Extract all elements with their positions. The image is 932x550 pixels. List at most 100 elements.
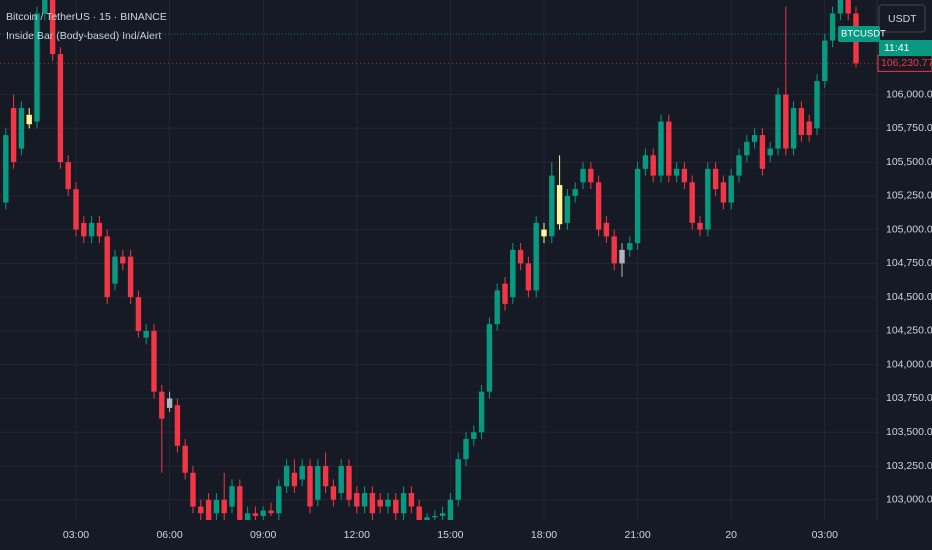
candle-body (502, 283, 508, 304)
candle-body (400, 492, 407, 514)
candle-body (393, 499, 399, 514)
candle-body (369, 492, 376, 514)
candle-body (432, 515, 438, 518)
candle-body (775, 94, 781, 149)
y-tick-label: 103,500.00 (886, 426, 932, 438)
chart-title: Bitcoin / TetherUS · 15 · BINANCE (6, 11, 167, 23)
candle-body (697, 222, 703, 230)
candle-body (650, 155, 656, 176)
candle-body (822, 40, 828, 82)
candle-body (268, 510, 274, 514)
y-tick-label: 105,500.00 (886, 156, 932, 168)
currency-box[interactable] (878, 4, 926, 33)
candle-body (744, 141, 750, 156)
candle-body (619, 249, 625, 264)
candle-body (229, 486, 235, 507)
candle-body (221, 499, 227, 514)
candle-body (556, 185, 563, 225)
candle-body (525, 263, 532, 291)
y-tick-label: 105,000.00 (886, 223, 932, 235)
candle-body (408, 492, 415, 507)
x-tick-label: 06:00 (156, 529, 182, 541)
candle-body (681, 168, 688, 183)
candle-body (806, 121, 812, 136)
candle-body (494, 290, 500, 325)
candle-body (666, 121, 672, 176)
x-tick-label: 03:00 (812, 529, 838, 541)
candle-body (798, 108, 805, 136)
y-tick-label: 104,250.00 (886, 325, 932, 337)
symbol-tag: BTCUSDT (841, 29, 886, 40)
candle-body (143, 330, 149, 338)
candle-body (510, 249, 516, 298)
candle-body (471, 432, 477, 439)
candle-body (564, 195, 571, 223)
candle-body (73, 189, 79, 230)
candle-body (81, 222, 87, 237)
price-axis-bg (877, 0, 932, 550)
candle-body (728, 175, 734, 203)
candle-body (689, 182, 695, 223)
candle-body (603, 222, 610, 237)
candle-body (120, 256, 126, 264)
candle-body (424, 517, 430, 520)
candle-body (151, 330, 157, 392)
candle-body (533, 222, 539, 291)
candle-body (3, 135, 9, 203)
candle-body (837, 0, 844, 14)
candle-body (751, 135, 758, 142)
candle-body (720, 182, 727, 203)
candle-body (814, 81, 820, 129)
candles (3, 0, 859, 520)
x-tick-label: 12:00 (344, 529, 370, 541)
candle-body (572, 189, 578, 196)
candle-body (283, 465, 290, 487)
last-price-label: 106,230.77 (881, 57, 932, 69)
candle-body (299, 465, 305, 480)
candle-body (213, 499, 220, 514)
y-tick-label: 104,000.00 (886, 358, 932, 370)
countdown-box (879, 40, 932, 56)
candle-body (34, 13, 40, 122)
candle-body (517, 249, 524, 264)
candle-body (307, 465, 313, 507)
candle-body (49, 0, 56, 55)
candle-body (627, 243, 633, 250)
candle-body (611, 236, 617, 264)
candle-body (658, 121, 664, 176)
candle-body (65, 162, 71, 190)
candle-body (673, 168, 680, 176)
candle-body (588, 168, 594, 183)
candle-body (174, 405, 181, 446)
candle-body (783, 94, 789, 149)
y-tick-label: 104,500.00 (886, 291, 932, 303)
candle-body (237, 486, 243, 520)
candle-body (112, 256, 118, 284)
candle-body (416, 506, 422, 520)
x-tick-label: 21:00 (624, 529, 650, 541)
y-tick-label: 105,250.00 (886, 190, 932, 202)
candle-body (135, 297, 142, 331)
candle-body (244, 513, 251, 520)
candle-body (829, 13, 836, 41)
candle-body (634, 168, 641, 244)
candle-body (166, 398, 173, 408)
currency[interactable]: USDT (888, 13, 917, 25)
candle-body (190, 472, 196, 507)
candle-body (439, 513, 446, 516)
x-tick-label: 20 (725, 529, 737, 541)
candle-body (26, 114, 32, 125)
candle-body (18, 108, 25, 149)
candle-body (767, 148, 773, 156)
x-tick-label: 15:00 (437, 529, 463, 541)
candle-body (759, 135, 766, 169)
y-tick-label: 103,250.00 (886, 460, 932, 472)
candle-body (377, 499, 383, 507)
candle-body (712, 168, 719, 190)
indicator-name: Inside Bar (Body-based) Ind/Alert (6, 30, 161, 42)
candle-body (205, 499, 212, 520)
candle-body (463, 438, 469, 460)
candle-body (42, 0, 48, 14)
